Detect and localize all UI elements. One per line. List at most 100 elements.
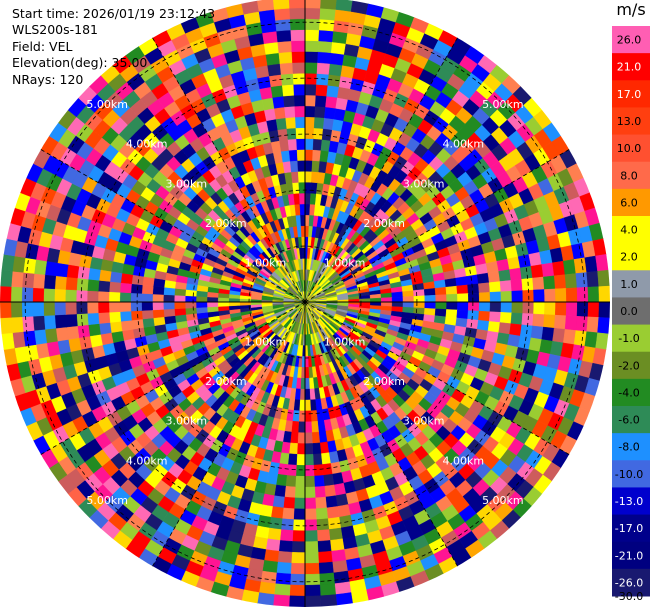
range-gate: [575, 272, 589, 288]
range-gate: [304, 421, 313, 434]
range-gate: [0, 332, 15, 351]
range-gate: [478, 292, 491, 303]
range-gate: [288, 148, 298, 162]
range-gate: [467, 292, 480, 303]
range-gate: [108, 291, 121, 303]
range-gate: [304, 410, 312, 423]
range-gate: [455, 276, 469, 287]
range-gate: [391, 301, 404, 308]
range-gate: [509, 267, 523, 281]
ring-label: 5.00km: [482, 98, 524, 111]
range-gate: [291, 39, 306, 53]
instrument-text: WLS200s-181: [12, 22, 98, 38]
range-gate: [130, 310, 143, 321]
range-gate: [184, 301, 197, 309]
range-gate: [140, 301, 153, 311]
range-gate: [98, 322, 112, 335]
range-gate: [424, 294, 437, 303]
range-gate: [291, 551, 306, 565]
range-gate: [54, 314, 67, 329]
range-gate: [391, 291, 404, 298]
range-gate: [87, 323, 101, 337]
range-gate: [317, 550, 333, 564]
range-gate: [413, 289, 426, 297]
range-gate: [64, 301, 77, 315]
range-gate: [195, 296, 208, 303]
range-gate: [206, 301, 219, 308]
range-gate: [543, 314, 556, 329]
range-gate: [565, 301, 579, 317]
range-gate: [130, 283, 143, 294]
range-gate: [413, 301, 426, 309]
range-gate: [595, 332, 610, 351]
range-gate: [295, 127, 306, 140]
range-gate: [402, 296, 415, 303]
range-gate: [287, 453, 298, 466]
range-gate: [304, 475, 315, 488]
range-gate: [320, 594, 338, 607]
range-gate: [108, 311, 122, 323]
range-gate: [304, 127, 315, 140]
range-gate: [32, 315, 46, 331]
range-gate: [326, 506, 340, 520]
range-gate: [152, 316, 166, 327]
range-gate: [317, 40, 333, 54]
range-gate: [297, 159, 306, 172]
range-gate: [322, 473, 335, 487]
range-gate: [119, 292, 132, 303]
range-gate: [575, 316, 589, 332]
ring-label: 3.00km: [165, 415, 207, 428]
range-gate: [304, 181, 312, 194]
range-gate: [335, 592, 354, 607]
range-gate: [313, 464, 324, 477]
range-gate: [162, 308, 176, 318]
range-gate: [304, 0, 322, 9]
range-gate: [277, 550, 293, 564]
range-gate: [304, 486, 316, 499]
range-gate: [487, 271, 501, 283]
range-gate: [278, 540, 293, 553]
velocity-field: [0, 0, 610, 607]
range-gate: [272, 594, 290, 607]
range-gate: [488, 311, 502, 323]
range-gate: [162, 294, 175, 303]
range-gate: [402, 301, 415, 308]
range-gate: [310, 410, 318, 423]
range-gate: [109, 271, 123, 283]
range-gate: [291, 541, 306, 554]
range-gate: [544, 288, 557, 303]
range-gate: [0, 285, 12, 303]
range-gate: [64, 313, 78, 328]
range-gate: [304, 203, 311, 216]
range-gate: [312, 148, 322, 162]
range-gate: [304, 551, 319, 565]
range-gate: [283, 94, 295, 108]
scan-info: Start time: 2026/01/19 23:12:43 WLS200s-…: [12, 6, 215, 88]
range-gate: [391, 296, 404, 303]
range-gate: [325, 95, 338, 109]
range-gate: [595, 253, 610, 272]
range-gate: [402, 290, 415, 298]
range-gate: [300, 225, 306, 237]
range-gate: [304, 50, 319, 63]
ring-label: 4.00km: [442, 138, 484, 151]
range-gate: [576, 286, 589, 303]
range-gate: [293, 94, 306, 107]
range-gate: [587, 301, 600, 318]
range-gate: [108, 281, 122, 293]
range-gate: [291, 170, 299, 184]
range-gate: [31, 287, 45, 303]
range-gate: [21, 272, 35, 288]
range-gate: [311, 431, 321, 445]
range-gate: [313, 475, 325, 488]
ring-label: 3.00km: [165, 177, 207, 190]
range-gate: [489, 301, 502, 313]
range-gate: [304, 148, 314, 161]
range-gate: [151, 285, 165, 295]
range-gate: [130, 301, 143, 312]
range-gate: [597, 269, 610, 287]
range-gate: [284, 105, 296, 119]
ring-label: 4.00km: [126, 138, 168, 151]
range-gate: [510, 312, 524, 326]
range-gate: [296, 137, 306, 150]
